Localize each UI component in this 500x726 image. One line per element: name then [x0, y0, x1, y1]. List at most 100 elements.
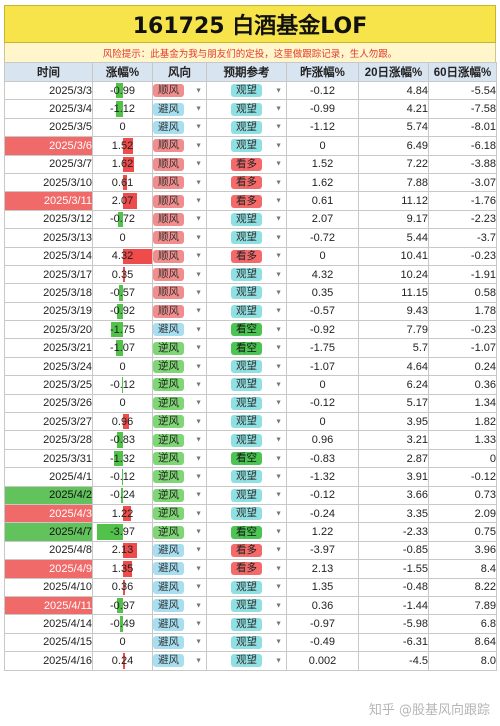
20d-change-cell[interactable]: 3.95	[358, 412, 429, 432]
prev-change-cell[interactable]: 0.35	[286, 283, 359, 303]
wind-select[interactable]: 顺风 ▼	[152, 80, 207, 101]
wind-select[interactable]: 逆风 ▼	[152, 338, 207, 358]
date-cell[interactable]: 2025/3/12	[4, 209, 93, 230]
wind-select[interactable]: 逆风 ▼	[152, 485, 207, 505]
dropdown-arrow-icon[interactable]: ▼	[195, 363, 202, 371]
dropdown-arrow-icon[interactable]: ▼	[275, 510, 282, 518]
prev-change-cell[interactable]: 0.36	[286, 595, 359, 616]
date-cell[interactable]: 2025/3/10	[4, 172, 93, 193]
prev-change-cell[interactable]: -0.83	[286, 448, 359, 469]
dropdown-arrow-icon[interactable]: ▼	[195, 528, 202, 536]
expectation-select[interactable]: 观望 ▼	[206, 503, 287, 524]
change-cell[interactable]: -1.07	[92, 338, 153, 358]
dropdown-arrow-icon[interactable]: ▼	[195, 307, 202, 315]
expectation-select[interactable]: 观望 ▼	[206, 99, 287, 119]
dropdown-arrow-icon[interactable]: ▼	[195, 234, 202, 242]
20d-change-cell[interactable]: -0.85	[358, 540, 429, 561]
wind-select[interactable]: 避风 ▼	[152, 99, 207, 119]
date-cell[interactable]: 2025/3/31	[4, 448, 93, 469]
60d-change-cell[interactable]: 0.36	[428, 375, 497, 395]
dropdown-arrow-icon[interactable]: ▼	[195, 473, 202, 481]
expectation-select[interactable]: 观望 ▼	[206, 595, 287, 616]
date-cell[interactable]: 2025/3/7	[4, 154, 93, 174]
date-cell[interactable]: 2025/4/10	[4, 577, 93, 597]
60d-change-cell[interactable]: 6.8	[428, 614, 497, 634]
dropdown-arrow-icon[interactable]: ▼	[195, 344, 202, 352]
dropdown-arrow-icon[interactable]: ▼	[195, 638, 202, 646]
date-cell[interactable]: 2025/3/11	[4, 191, 93, 211]
60d-change-cell[interactable]: -3.88	[428, 154, 497, 174]
60d-change-cell[interactable]: -6.18	[428, 136, 497, 156]
date-cell[interactable]: 2025/3/26	[4, 393, 93, 414]
dropdown-arrow-icon[interactable]: ▼	[275, 491, 282, 499]
dropdown-arrow-icon[interactable]: ▼	[195, 455, 202, 462]
dropdown-arrow-icon[interactable]: ▼	[275, 215, 282, 223]
date-cell[interactable]: 2025/3/3	[4, 80, 93, 101]
wind-select[interactable]: 避风 ▼	[152, 632, 207, 653]
date-cell[interactable]: 2025/3/14	[4, 246, 93, 266]
col-header-wind[interactable]: 风向	[152, 62, 207, 82]
20d-change-cell[interactable]: 6.49	[358, 136, 429, 156]
dropdown-arrow-icon[interactable]: ▼	[195, 289, 202, 297]
dropdown-arrow-icon[interactable]: ▼	[275, 234, 282, 242]
20d-change-cell[interactable]: -6.31	[358, 632, 429, 653]
expectation-select[interactable]: 看多 ▼	[206, 172, 287, 193]
date-cell[interactable]: 2025/3/28	[4, 430, 93, 450]
dropdown-arrow-icon[interactable]: ▼	[275, 455, 282, 462]
wind-select[interactable]: 顺风 ▼	[152, 136, 207, 156]
date-cell[interactable]: 2025/3/20	[4, 320, 93, 340]
wind-select[interactable]: 逆风 ▼	[152, 448, 207, 469]
60d-change-cell[interactable]: -1.91	[428, 264, 497, 285]
dropdown-arrow-icon[interactable]: ▼	[275, 289, 282, 297]
dropdown-arrow-icon[interactable]: ▼	[275, 252, 282, 260]
col-header-change[interactable]: 涨幅%	[92, 62, 153, 82]
wind-select[interactable]: 顺风 ▼	[152, 301, 207, 322]
dropdown-arrow-icon[interactable]: ▼	[275, 381, 282, 389]
60d-change-cell[interactable]: -5.54	[428, 80, 497, 101]
dropdown-arrow-icon[interactable]: ▼	[195, 546, 202, 554]
change-cell[interactable]: -0.57	[92, 283, 153, 303]
dropdown-arrow-icon[interactable]: ▼	[275, 583, 282, 591]
60d-change-cell[interactable]: -0.23	[428, 320, 497, 340]
dropdown-arrow-icon[interactable]: ▼	[275, 160, 282, 168]
dropdown-arrow-icon[interactable]: ▼	[275, 123, 282, 131]
change-cell[interactable]: -0.12	[92, 467, 153, 487]
expectation-select[interactable]: 观望 ▼	[206, 136, 287, 156]
dropdown-arrow-icon[interactable]: ▼	[275, 638, 282, 646]
change-cell[interactable]: 2.07	[92, 191, 153, 211]
prev-change-cell[interactable]: -0.92	[286, 320, 359, 340]
prev-change-cell[interactable]: -0.49	[286, 632, 359, 653]
dropdown-arrow-icon[interactable]: ▼	[275, 620, 282, 628]
20d-change-cell[interactable]: 3.21	[358, 430, 429, 450]
prev-change-cell[interactable]: 0.61	[286, 191, 359, 211]
60d-change-cell[interactable]: 0.24	[428, 356, 497, 377]
20d-change-cell[interactable]: 4.21	[358, 99, 429, 119]
expectation-select[interactable]: 观望 ▼	[206, 632, 287, 653]
wind-select[interactable]: 逆风 ▼	[152, 522, 207, 542]
wind-select[interactable]: 避风 ▼	[152, 651, 207, 671]
expectation-select[interactable]: 看多 ▼	[206, 559, 287, 579]
60d-change-cell[interactable]: -3.07	[428, 172, 497, 193]
expectation-select[interactable]: 观望 ▼	[206, 301, 287, 322]
change-cell[interactable]: -0.99	[92, 80, 153, 101]
wind-select[interactable]: 逆风 ▼	[152, 412, 207, 432]
dropdown-arrow-icon[interactable]: ▼	[275, 271, 282, 279]
dropdown-arrow-icon[interactable]: ▼	[195, 142, 202, 150]
date-cell[interactable]: 2025/4/7	[4, 522, 93, 542]
prev-change-cell[interactable]: -3.97	[286, 540, 359, 561]
prev-change-cell[interactable]: -1.75	[286, 338, 359, 358]
wind-select[interactable]: 顺风 ▼	[152, 209, 207, 230]
wind-select[interactable]: 顺风 ▼	[152, 191, 207, 211]
wind-select[interactable]: 避风 ▼	[152, 320, 207, 340]
expectation-select[interactable]: 看空 ▼	[206, 320, 287, 340]
wind-select[interactable]: 避风 ▼	[152, 577, 207, 597]
20d-change-cell[interactable]: 5.44	[358, 228, 429, 248]
20d-change-cell[interactable]: 3.66	[358, 485, 429, 505]
20d-change-cell[interactable]: 7.22	[358, 154, 429, 174]
change-cell[interactable]: 0.61	[92, 172, 153, 193]
change-cell[interactable]: -0.83	[92, 430, 153, 450]
expectation-select[interactable]: 观望 ▼	[206, 209, 287, 230]
change-cell[interactable]: 0.35	[92, 264, 153, 285]
dropdown-arrow-icon[interactable]: ▼	[275, 657, 282, 665]
dropdown-arrow-icon[interactable]: ▼	[275, 565, 282, 573]
